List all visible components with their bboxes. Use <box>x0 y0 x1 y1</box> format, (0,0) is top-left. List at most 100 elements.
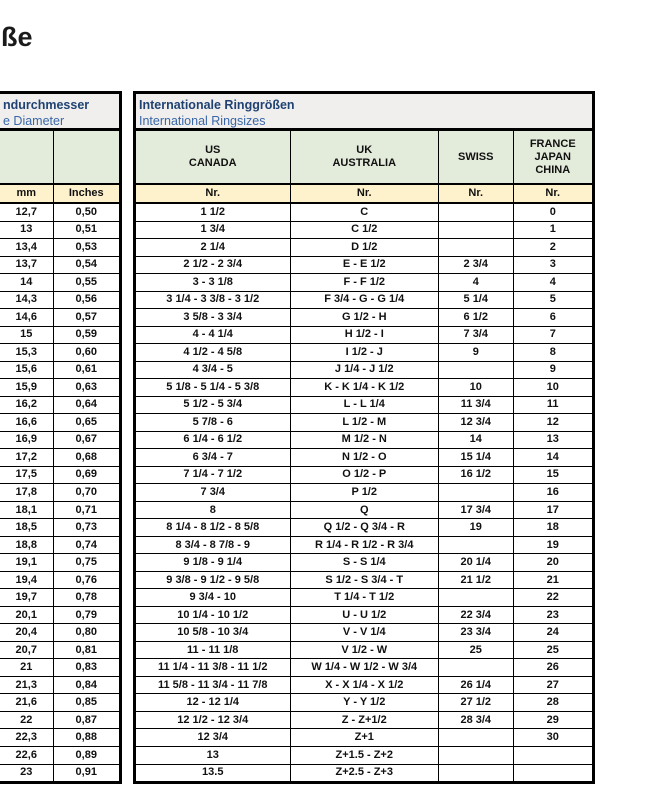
cell-uk-australia: R 1/4 - R 1/2 - R 3/4 <box>291 536 439 554</box>
cell-swiss: 2 3/4 <box>439 256 514 274</box>
cell-swiss: 11 3/4 <box>439 396 514 414</box>
cell-uk-australia: V - V 1/4 <box>291 624 439 641</box>
cell-inches: 0,75 <box>75 556 97 569</box>
group-header-cell <box>0 131 54 183</box>
left-table-title-block: ndurchmesser e Diameter <box>0 94 119 131</box>
cell-france-japan-china: 24 <box>546 626 559 639</box>
table-row: 17,8 0,70 <box>0 484 119 502</box>
cell-mm: 13,4 <box>0 239 54 256</box>
cell-uk-australia: L - L 1/4 <box>291 396 439 414</box>
cell-swiss <box>439 729 514 746</box>
cell-inches: 0,51 <box>75 223 97 236</box>
cell-inches: 0,87 <box>75 713 97 726</box>
cell-france-japan-china: 29 <box>546 713 559 726</box>
table-row: 16,2 0,64 <box>0 396 119 415</box>
cell-france-japan-china: 16 <box>546 486 559 498</box>
cell-mm: 21,3 <box>0 676 54 694</box>
cell-inches: 0,85 <box>75 696 97 709</box>
cell-inches: 0,59 <box>75 328 97 341</box>
group-header-cell <box>54 131 120 183</box>
table-row: 21,3 0,84 <box>0 676 119 695</box>
table-row: 1 3/4 C 1/2 1 <box>136 221 592 240</box>
table-row: 13.5 Z+2.5 - Z+3 <box>136 764 592 782</box>
cell-uk-australia: E - E 1/2 <box>291 256 439 274</box>
cell-swiss <box>439 204 514 221</box>
table-row: 3 - 3 1/8 F - F 1/2 4 4 <box>136 274 592 292</box>
cell-france-japan-china: 20 <box>546 556 559 569</box>
group-header-line: UK <box>356 144 373 156</box>
table-row: 3 1/4 - 3 3/8 - 3 1/2 F 3/4 - G - G 1/4 5 … <box>136 291 592 310</box>
cell-swiss: 27 1/2 <box>439 694 514 711</box>
cell-uk-australia: F 3/4 - G - G 1/4 <box>291 291 439 309</box>
cell-swiss: 23 3/4 <box>439 624 514 641</box>
column-header-mm: mm <box>0 185 54 202</box>
right-table-data: 1 1/2 C 0 1 3/4 C 1/2 1 2 1/4 D 1/2 2 2 1/2 - 2 3… <box>136 204 592 782</box>
cell-mm: 18,5 <box>0 519 54 536</box>
cell-inches: 0,55 <box>75 275 97 288</box>
table-row: 17,2 0,68 <box>0 449 119 467</box>
cell-uk-australia: Q 1/2 - Q 3/4 - R <box>291 519 439 536</box>
cell-france-japan-china: 14 <box>546 450 559 463</box>
cell-us-canada: 10 1/4 - 10 1/2 <box>136 606 291 624</box>
cell-inches: 0,67 <box>75 433 97 446</box>
table-row: 10 1/4 - 10 1/2 U - U 1/2 22 3/4 23 <box>136 606 592 625</box>
cell-swiss <box>439 764 514 782</box>
cell-us-canada: 3 5/8 - 3 3/4 <box>136 309 291 326</box>
cell-uk-australia: U - U 1/2 <box>291 606 439 624</box>
table-row: 14,3 0,56 <box>0 291 119 310</box>
cell-uk-australia: L 1/2 - M <box>291 414 439 431</box>
cell-france-japan-china: 22 <box>546 591 559 604</box>
cell-mm: 16,2 <box>0 396 54 414</box>
right-table-group-header-row: US CANADA UK AUSTRALIA SWISS FRANCE JAPAN CHINA <box>136 131 592 185</box>
cell-swiss <box>439 659 514 676</box>
group-header-line: CHINA <box>535 163 571 176</box>
cell-inches: 0,78 <box>75 591 97 604</box>
group-header-line: CANADA <box>188 157 237 169</box>
cell-mm: 14 <box>0 274 54 291</box>
cell-uk-australia: D 1/2 <box>291 239 439 256</box>
cell-inches: 0,64 <box>75 398 97 411</box>
cell-uk-australia: K - K 1/4 - K 1/2 <box>291 379 439 396</box>
table-row: 14,6 0,57 <box>0 309 119 327</box>
cell-mm: 20,1 <box>0 606 54 624</box>
cell-uk-australia: T 1/4 - T 1/2 <box>291 589 439 606</box>
cell-inches: 0,65 <box>75 415 97 428</box>
nr-header-cell: Nr. <box>291 185 439 202</box>
cell-swiss: 25 <box>439 641 514 659</box>
cell-france-japan-china: 7 <box>549 328 556 341</box>
cell-france-japan-china: 12 <box>546 415 559 428</box>
table-row: 11 1/4 - 11 3/8 - 11 1/2 W 1/4 - W 1/2 - … <box>136 659 592 677</box>
cell-uk-australia: Z+1.5 - Z+2 <box>291 746 439 764</box>
nr-header-cell: Nr. <box>545 187 561 199</box>
left-table-group-header-row <box>0 131 119 185</box>
cell-inches: 0,84 <box>75 678 97 691</box>
right-table-nr-header-row: Nr. Nr. Nr. Nr. <box>136 185 592 204</box>
cell-france-japan-china: 0 <box>549 205 556 218</box>
cell-swiss: 14 <box>439 431 514 449</box>
table-row: 21 0,83 <box>0 659 119 677</box>
table-row: 10 5/8 - 10 3/4 V - V 1/4 23 3/4 24 <box>136 624 592 642</box>
cell-france-japan-china: 26 <box>546 661 559 674</box>
cell-uk-australia: Z+1 <box>291 729 439 746</box>
table-row: 21,6 0,85 <box>0 694 119 712</box>
cell-us-canada: 5 7/8 - 6 <box>136 414 291 431</box>
cell-mm: 18,1 <box>0 501 54 519</box>
cell-mm: 16,6 <box>0 414 54 431</box>
table-row: 9 1/8 - 9 1/4 S - S 1/4 20 1/4 20 <box>136 554 592 572</box>
table-row: 12 1/2 - 12 3/4 Z - Z+1/2 28 3/4 29 <box>136 711 592 730</box>
group-header-line: JAPAN <box>534 150 571 163</box>
group-header-us-canada: US CANADA <box>136 131 291 183</box>
cell-uk-australia: V 1/2 - W <box>291 641 439 659</box>
cell-france-japan-china: 15 <box>546 468 559 481</box>
table-row: 5 1/8 - 5 1/4 - 5 3/8 K - K 1/4 - K 1/2 10… <box>136 379 592 397</box>
cell-us-canada: 2 1/4 <box>136 239 291 256</box>
cell-us-canada: 4 - 4 1/4 <box>136 326 291 344</box>
cell-france-japan-china: 25 <box>546 643 559 656</box>
cell-swiss: 4 <box>439 274 514 291</box>
table-row: 12 3/4 Z+1 30 <box>136 729 592 747</box>
table-row: 5 1/2 - 5 3/4 L - L 1/4 11 3/4 11 <box>136 396 592 415</box>
cell-us-canada: 5 1/2 - 5 3/4 <box>136 396 291 414</box>
